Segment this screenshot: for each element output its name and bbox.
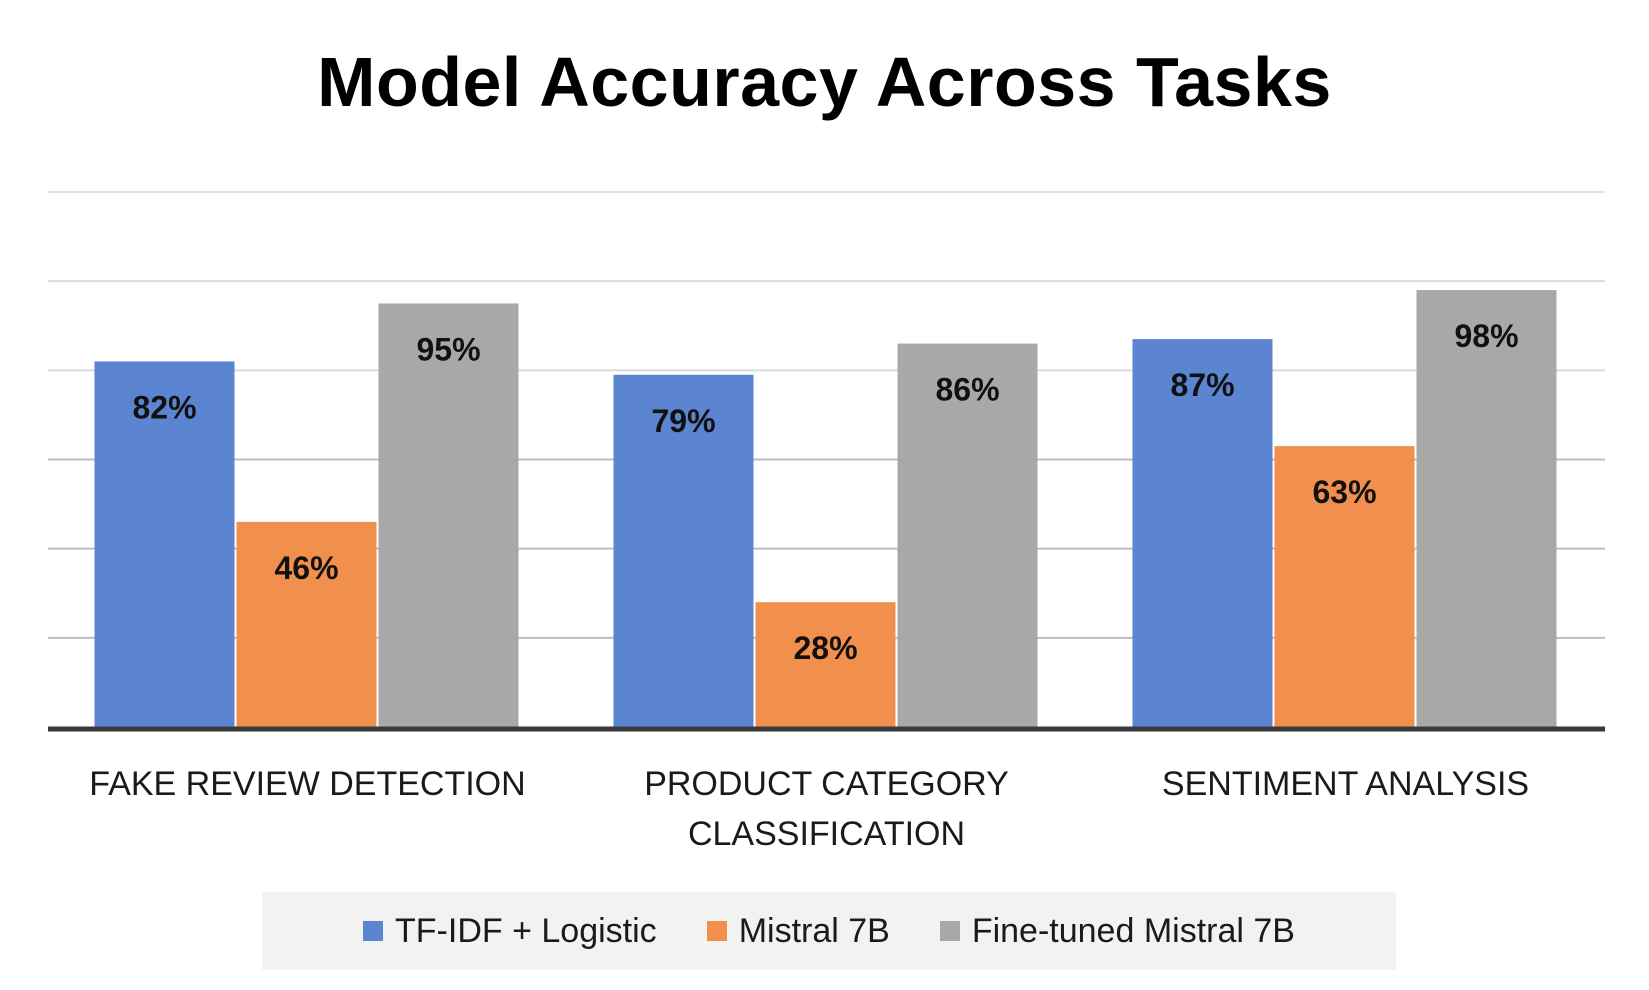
bar [1274,446,1415,727]
legend-item: TF-IDF + Logistic [363,912,657,951]
legend-item: Fine-tuned Mistral 7B [939,911,1295,951]
bar-chart: 82% 46% 95% 79% 28% 86% 87% 63% 98% FAKE REVIEW … [48,191,1605,853]
bar [378,303,519,727]
bars [94,290,1557,727]
chart-title: Model Accuracy Across Tasks [317,43,1332,121]
data-labels: 82% 46% 95% 79% 28% 86% 87% 63% 98% [132,318,1518,666]
bar [1132,339,1273,727]
category-label: FAKE REVIEW DETECTION [89,765,525,803]
category-label: PRODUCT CATEGORY CLASSIFICATION [644,765,1009,853]
data-label: 79% [651,403,715,439]
legend-swatch [363,921,384,941]
data-label: 28% [793,630,857,666]
legend-label: Mistral 7B [738,911,890,950]
data-label: 86% [935,372,999,408]
legend-swatch [939,921,960,941]
bar [236,521,377,727]
data-label: 95% [416,331,480,367]
legend-swatch [706,921,727,941]
legend: TF-IDF + Logistic Mistral 7B Fine-tuned Mi… [262,892,1396,970]
bar [897,343,1038,727]
data-label: 82% [132,389,196,425]
bar [94,361,235,727]
category-labels: FAKE REVIEW DETECTION PRODUCT CATEGORY CLA… [89,765,1529,853]
legend-item: Mistral 7B [706,911,890,951]
legend-label: TF-IDF + Logistic [395,911,657,950]
data-label: 46% [274,550,338,586]
data-label: 98% [1454,318,1518,354]
bar [613,374,754,727]
bar [755,602,896,727]
data-label: 63% [1312,474,1376,510]
category-label: SENTIMENT ANALYSIS [1162,765,1529,803]
bar [1416,290,1557,727]
legend-label: Fine-tuned Mistral 7B [971,911,1295,950]
data-label: 87% [1170,367,1234,403]
